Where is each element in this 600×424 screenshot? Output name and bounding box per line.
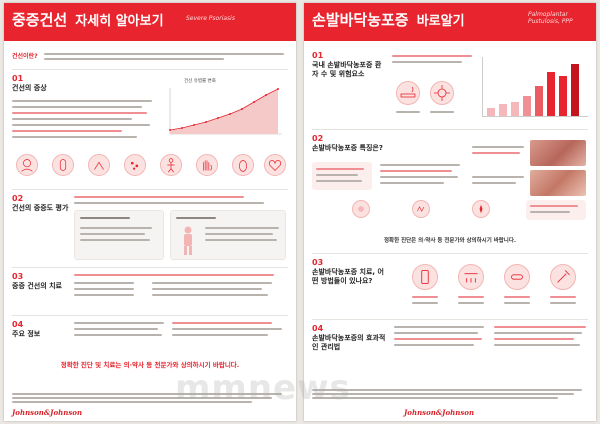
left-title-en: Severe Psoriasis bbox=[186, 15, 235, 22]
right-brand-logo: Johnson&Johnson bbox=[404, 408, 475, 417]
right-title-en: Palmoplantar Pustulosis, PPP bbox=[528, 11, 573, 25]
right-title-sub: 바로알기 bbox=[416, 14, 465, 29]
scalp-icon bbox=[16, 154, 38, 176]
feature-box-2 bbox=[526, 200, 586, 220]
ppp-poster: 손발바닥농포증 바로알기 Palmoplantar Pustulosis, PP… bbox=[304, 3, 596, 421]
right-section-01-title: 국내 손발바닥농포증 환자 수 및 위험요소 bbox=[312, 61, 382, 78]
right-section-03-title: 손발바닥농포증 치료, 어떤 방법들이 있나요? bbox=[312, 268, 384, 285]
intro-section: 건선이란? bbox=[12, 47, 288, 65]
right-title-main: 손발바닥농포증 bbox=[312, 11, 409, 29]
body-figure-icon bbox=[184, 226, 192, 255]
right-section-04-title: 손발바닥농포증의 효과적인 관리법 bbox=[312, 334, 386, 351]
left-section-02-num: 02 bbox=[12, 194, 24, 203]
left-section-03-num: 03 bbox=[12, 272, 24, 281]
feature-box-1 bbox=[312, 162, 372, 190]
prevalence-chart: 건선 유병률 변화 bbox=[162, 78, 286, 142]
left-footer-text bbox=[12, 393, 288, 407]
left-title-main: 중증건선 bbox=[12, 11, 68, 29]
infection-icon bbox=[430, 81, 454, 105]
right-section-01-num: 01 bbox=[312, 51, 324, 60]
right-section-04: 04 손발바닥농포증의 효과적인 관리법 bbox=[312, 319, 588, 363]
cream-icon bbox=[412, 264, 438, 290]
right-footer-text bbox=[312, 389, 588, 403]
left-banner: 중증건선 자세히 알아보기 Severe Psoriasis bbox=[4, 3, 296, 41]
right-mid-notice: 정확한 진단은 의·약사 등 전문가와 상의하시기 바랍니다. bbox=[383, 238, 517, 244]
area-chart-svg bbox=[169, 88, 282, 135]
bsa-box bbox=[170, 210, 286, 260]
right-section-02-num: 02 bbox=[312, 134, 324, 143]
right-section-02: 02 손발바닥농포증 특징은? bbox=[312, 129, 588, 225]
pill-icon bbox=[504, 264, 530, 290]
psoriasis-poster: 중증건선 자세히 알아보기 Severe Psoriasis 건선이란? 01 … bbox=[4, 3, 296, 421]
left-section-04-title: 주요 정보 bbox=[12, 330, 41, 338]
left-section-04: 04 주요 정보 bbox=[12, 315, 288, 351]
itch-icon bbox=[412, 200, 430, 218]
pasi-box bbox=[74, 210, 164, 260]
left-section-01-title: 건선의 증상 bbox=[12, 84, 47, 92]
joint-icon bbox=[88, 154, 110, 176]
intro-label: 건선이란? bbox=[12, 53, 38, 60]
chart-title: 건선 유병률 변화 bbox=[184, 79, 216, 84]
left-section-02: 02 건선의 중증도 평가 bbox=[12, 189, 288, 265]
right-banner: 손발바닥농포증 바로알기 Palmoplantar Pustulosis, PP… bbox=[304, 3, 596, 41]
right-section-03-num: 03 bbox=[312, 258, 324, 267]
foot-icon bbox=[232, 154, 254, 176]
left-section-01-num: 01 bbox=[12, 74, 24, 83]
left-brand-logo: Johnson&Johnson bbox=[12, 408, 83, 417]
left-title-sub: 자세히 알아보기 bbox=[75, 14, 164, 29]
heart-icon bbox=[264, 154, 286, 176]
right-section-01: 01 국내 손발바닥농포증 환자 수 및 위험요소 bbox=[312, 47, 588, 125]
body-icon bbox=[160, 154, 182, 176]
ppp-bar-chart bbox=[482, 57, 588, 117]
palm-lesion-photo bbox=[530, 170, 586, 196]
nail-icon bbox=[52, 154, 74, 176]
hand-lesion-photo bbox=[530, 140, 586, 166]
watermark-text: mmnews bbox=[175, 368, 351, 408]
right-section-03: 03 손발바닥농포증 치료, 어떤 방법들이 있나요? bbox=[312, 253, 588, 317]
light-therapy-icon bbox=[458, 264, 484, 290]
left-section-03: 03 중증 건선의 치료 bbox=[12, 267, 288, 313]
hand-icon bbox=[196, 154, 218, 176]
right-section-02-title: 손발바닥농포증 특징은? bbox=[312, 144, 383, 152]
injection-icon bbox=[550, 264, 576, 290]
skin-icon bbox=[124, 154, 146, 176]
smoking-icon bbox=[396, 81, 420, 105]
left-notice: 정확한 진단 및 치료는 의·약사 등 전문가와 상의하시기 바랍니다. bbox=[60, 361, 240, 369]
pain-icon bbox=[472, 200, 490, 218]
left-section-02-title: 건선의 중증도 평가 bbox=[12, 204, 69, 212]
left-section-04-num: 04 bbox=[12, 320, 24, 329]
left-section-03-title: 중증 건선의 치료 bbox=[12, 282, 62, 290]
pustule-icon bbox=[352, 200, 370, 218]
right-section-04-num: 04 bbox=[312, 324, 324, 333]
left-section-01: 01 건선의 증상 건선 유병률 변화 bbox=[12, 69, 288, 187]
